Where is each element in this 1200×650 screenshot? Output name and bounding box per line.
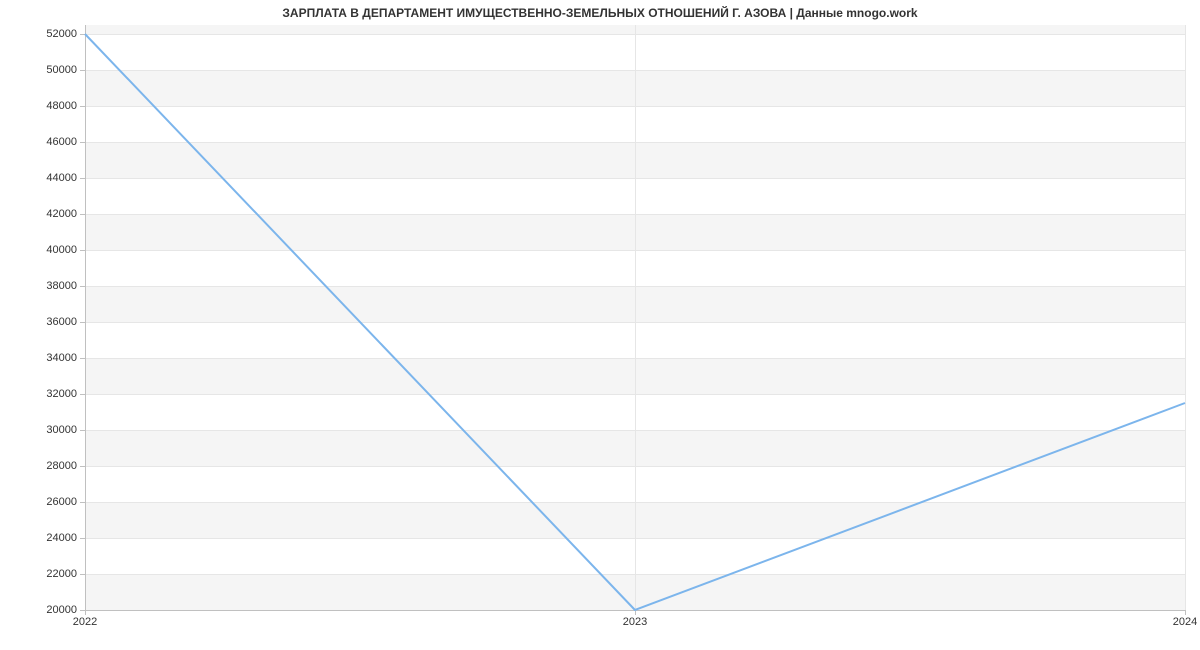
chart-container: ЗАРПЛАТА В ДЕПАРТАМЕНТ ИМУЩЕСТВЕННО-ЗЕМЕ…	[0, 0, 1200, 650]
series-line	[85, 34, 1185, 610]
y-tick-label: 34000	[46, 352, 77, 364]
y-tick-label: 28000	[46, 460, 77, 472]
y-tick-label: 26000	[46, 496, 77, 508]
x-tick-label: 2023	[623, 616, 647, 628]
series-layer	[85, 25, 1185, 610]
y-tick-label: 24000	[46, 532, 77, 544]
y-tick-label: 42000	[46, 208, 77, 220]
y-tick-label: 22000	[46, 568, 77, 580]
y-tick-label: 44000	[46, 172, 77, 184]
y-tick-label: 30000	[46, 424, 77, 436]
y-tick-label: 50000	[46, 64, 77, 76]
gridline-vertical	[1185, 25, 1186, 610]
y-tick-label: 32000	[46, 388, 77, 400]
x-tick-mark	[1185, 610, 1186, 615]
y-tick-label: 46000	[46, 136, 77, 148]
x-tick-label: 2022	[73, 616, 97, 628]
y-tick-label: 40000	[46, 244, 77, 256]
plot-area: 2000022000240002600028000300003200034000…	[85, 25, 1185, 610]
y-tick-label: 20000	[46, 604, 77, 616]
y-tick-label: 38000	[46, 280, 77, 292]
y-tick-label: 48000	[46, 100, 77, 112]
x-tick-label: 2024	[1173, 616, 1197, 628]
y-tick-label: 36000	[46, 316, 77, 328]
y-tick-label: 52000	[46, 28, 77, 40]
chart-title: ЗАРПЛАТА В ДЕПАРТАМЕНТ ИМУЩЕСТВЕННО-ЗЕМЕ…	[0, 6, 1200, 20]
